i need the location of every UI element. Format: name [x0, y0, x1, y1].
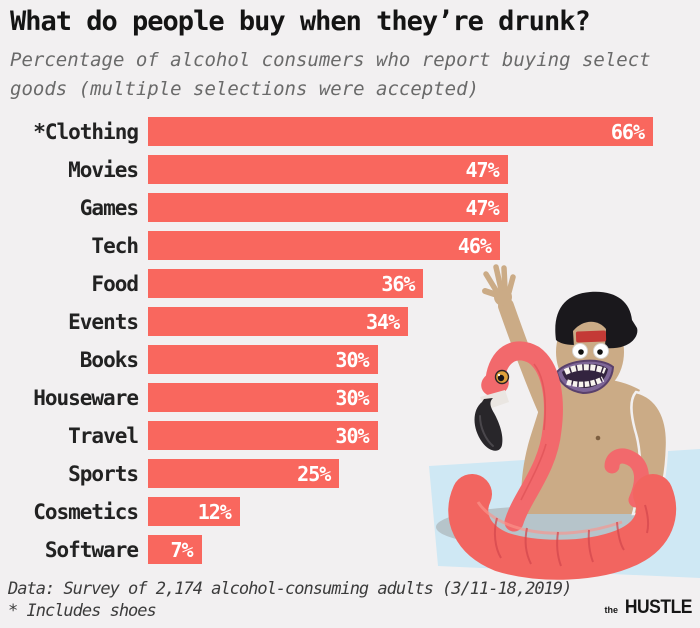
bar-label: Sports: [68, 461, 139, 486]
nipple-right: [595, 435, 601, 441]
bar-track: 7%: [148, 535, 653, 564]
bar-value-label: 25%: [297, 461, 331, 486]
logo-prefix: the: [604, 605, 619, 615]
ring-tube: [448, 474, 677, 580]
bar: 47%: [148, 155, 508, 184]
bar-value-label: 47%: [465, 157, 499, 182]
data-source-line: Data: Survey of 2,174 alcohol-consuming …: [8, 579, 572, 599]
ring-creases: [493, 504, 650, 567]
chart-title: What do people buy when they’re drunk?: [10, 6, 591, 37]
bar-track: 30%: [148, 383, 653, 412]
bar-track: 34%: [148, 307, 653, 336]
chart-row: Travel 30%: [10, 421, 670, 450]
bar-label: Food: [91, 271, 139, 296]
bar-track: 36%: [148, 269, 653, 298]
chart-row: Sports 25%: [10, 459, 670, 488]
chart-row: Tech 46%: [10, 231, 670, 260]
bar-track: 66%: [148, 117, 653, 146]
bar-track: 30%: [148, 345, 653, 374]
eyes: [572, 343, 609, 359]
bar-value-label: 12%: [197, 499, 232, 524]
bar-track: 47%: [148, 193, 653, 222]
bar: 30%: [148, 421, 378, 450]
flamingo-beak-highlight: [479, 415, 494, 447]
bar: 30%: [148, 345, 378, 374]
bar: 66%: [148, 117, 653, 146]
bar-value-label: 46%: [457, 233, 492, 258]
bar-value-label: 34%: [366, 309, 400, 334]
chart-subtitle: Percentage of alcohol consumers who repo…: [10, 46, 651, 104]
bar: 30%: [148, 383, 378, 412]
flamingo-ring: [448, 448, 677, 580]
bar: 46%: [148, 231, 500, 260]
bar-value-label: 66%: [610, 119, 645, 144]
footer: Data: Survey of 2,174 alcohol-consuming …: [8, 578, 572, 622]
bar: 47%: [148, 193, 508, 222]
the-hustle-logo: the HUSTLE: [605, 597, 693, 619]
cap-strap: [575, 330, 607, 343]
bar-track: 46%: [148, 231, 653, 260]
bar-track: 25%: [148, 459, 653, 488]
teeth-bottom: [566, 376, 605, 388]
bar: 7%: [148, 535, 202, 564]
bar-label: Events: [68, 309, 139, 334]
chart-row: Food 36%: [10, 269, 670, 298]
footnote-line: * Includes shoes: [8, 601, 157, 621]
bar: 36%: [148, 269, 424, 298]
chart-row: Houseware 30%: [10, 383, 670, 412]
bar-value-label: 36%: [381, 271, 415, 296]
chart-row: Events 34%: [10, 307, 670, 336]
ring-highlight: [476, 501, 623, 535]
bar-label: *Clothing: [33, 119, 139, 144]
chart-subtitle-line-2: goods (multiple selections were accepted…: [10, 78, 479, 100]
bar-value-label: 47%: [465, 195, 499, 220]
bar-chart: *Clothing 66% Movies 47% Games 47% Tech 46% Food…: [10, 117, 670, 564]
bar: 12%: [148, 497, 240, 526]
bar-label: Tech: [91, 233, 139, 258]
waving-hand: [482, 264, 516, 306]
flamingo-float-illustration: [429, 264, 700, 580]
bar-value-label: 30%: [335, 347, 369, 372]
chart-row: Books 30%: [10, 345, 670, 374]
flamingo-neck-head: [474, 341, 563, 532]
bar-track: 47%: [148, 155, 653, 184]
bar-label: Travel: [68, 423, 139, 448]
bar-value-label: 30%: [335, 423, 369, 448]
bar-value-label: 7%: [170, 537, 193, 562]
bar: 34%: [148, 307, 409, 336]
bar-label: Software: [44, 537, 139, 562]
chart-row: Cosmetics 12%: [10, 497, 670, 526]
chart-row: Games 47%: [10, 193, 670, 222]
bar-track: 30%: [148, 421, 653, 450]
chart-row: Movies 47%: [10, 155, 670, 184]
flamingo-neck: [485, 341, 563, 532]
bar-label: Games: [79, 195, 139, 220]
chart-subtitle-line-1: Percentage of alcohol consumers who repo…: [10, 49, 651, 71]
bar-label: Houseware: [33, 385, 139, 410]
flamingo-beak: [474, 398, 503, 451]
bar-label: Movies: [68, 157, 139, 182]
flamingo-eye: [494, 369, 510, 385]
chart-row: *Clothing 66%: [10, 117, 670, 146]
bar-label: Books: [79, 347, 139, 372]
bar-track: 12%: [148, 497, 653, 526]
flamingo-neck-shading: [520, 363, 547, 501]
bar: 25%: [148, 459, 340, 488]
logo-name: HUSTLE: [624, 597, 693, 618]
teeth-top: [563, 364, 607, 375]
mouth: [555, 359, 615, 395]
chart-row: Software 7%: [10, 535, 670, 564]
bar-value-label: 30%: [335, 385, 369, 410]
bar-label: Cosmetics: [33, 499, 139, 524]
